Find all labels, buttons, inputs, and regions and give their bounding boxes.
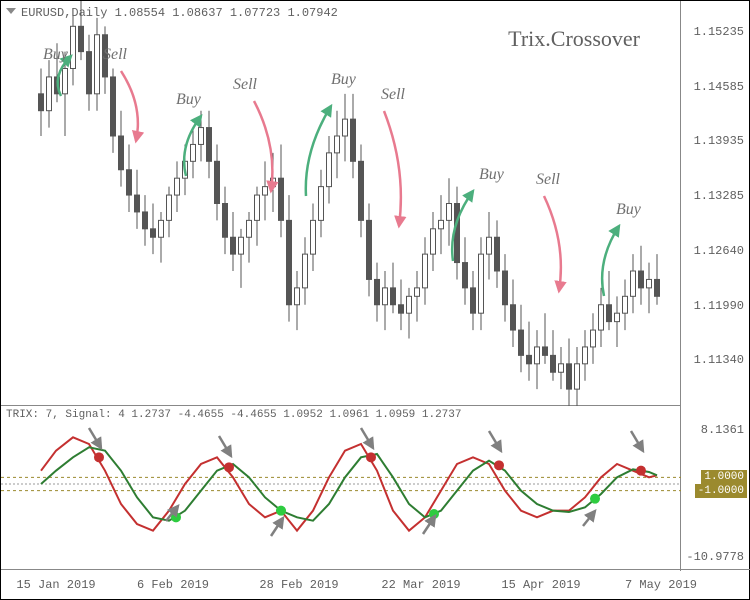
signal-label-buy: Buy <box>479 166 504 184</box>
signal-label-buy: Buy <box>331 71 356 89</box>
main-price-panel[interactable]: EURUSD,Daily 1.08554 1.08637 1.07723 1.0… <box>1 1 681 406</box>
time-tick: 6 Feb 2019 <box>137 578 209 592</box>
indicator-level-label: 1.0000 <box>701 470 747 484</box>
signal-label-buy: Buy <box>43 46 68 64</box>
signal-label-buy: Buy <box>616 201 641 219</box>
time-tick: 15 Jan 2019 <box>16 578 95 592</box>
indicator-tick: 8.1361 <box>701 423 744 437</box>
price-tick: 1.14585 <box>694 80 744 94</box>
indicator-header: TRIX: 7, Signal: 4 1.2737 -4.4655 -4.465… <box>6 409 461 421</box>
time-tick: 28 Feb 2019 <box>259 578 338 592</box>
ohlc-values: 1.08554 1.08637 1.07723 1.07942 <box>115 6 338 20</box>
signal-label-sell: Sell <box>536 171 560 189</box>
indicator-tick: -10.9778 <box>686 550 744 564</box>
symbol-header: EURUSD,Daily 1.08554 1.08637 1.07723 1.0… <box>21 6 338 20</box>
signal-label-sell: Sell <box>381 86 405 104</box>
price-tick: 1.13935 <box>694 134 744 148</box>
symbol-name: EURUSD,Daily <box>21 6 107 20</box>
chart-title: Trix.Crossover <box>508 26 640 52</box>
time-tick: 22 Mar 2019 <box>381 578 460 592</box>
indicator-level-label: -1.0000 <box>695 484 747 498</box>
price-tick: 1.11340 <box>694 353 744 367</box>
indicator-svg <box>1 406 681 571</box>
time-tick: 15 Apr 2019 <box>501 578 580 592</box>
indicator-y-axis: 8.1361 -10.9778 1.0000-1.0000 <box>679 406 749 571</box>
price-tick: 1.13285 <box>694 189 744 203</box>
time-tick: 7 May 2019 <box>625 578 697 592</box>
price-y-axis: 1.15235 1.14585 1.13935 1.13285 1.12640 1.119… <box>679 1 749 406</box>
indicator-panel[interactable]: TRIX: 7, Signal: 4 1.2737 -4.4655 -4.465… <box>1 406 681 571</box>
chart-container: EURUSD,Daily 1.08554 1.08637 1.07723 1.0… <box>0 0 750 600</box>
price-tick: 1.15235 <box>694 25 744 39</box>
symbol-dropdown-icon[interactable] <box>6 8 16 14</box>
price-tick: 1.11990 <box>694 299 744 313</box>
signal-label-sell: Sell <box>103 46 127 64</box>
signal-label-sell: Sell <box>233 76 257 94</box>
time-x-axis: 15 Jan 2019 6 Feb 2019 28 Feb 2019 22 Mar 2… <box>1 569 750 599</box>
price-tick: 1.12640 <box>694 244 744 258</box>
signal-label-buy: Buy <box>176 91 201 109</box>
